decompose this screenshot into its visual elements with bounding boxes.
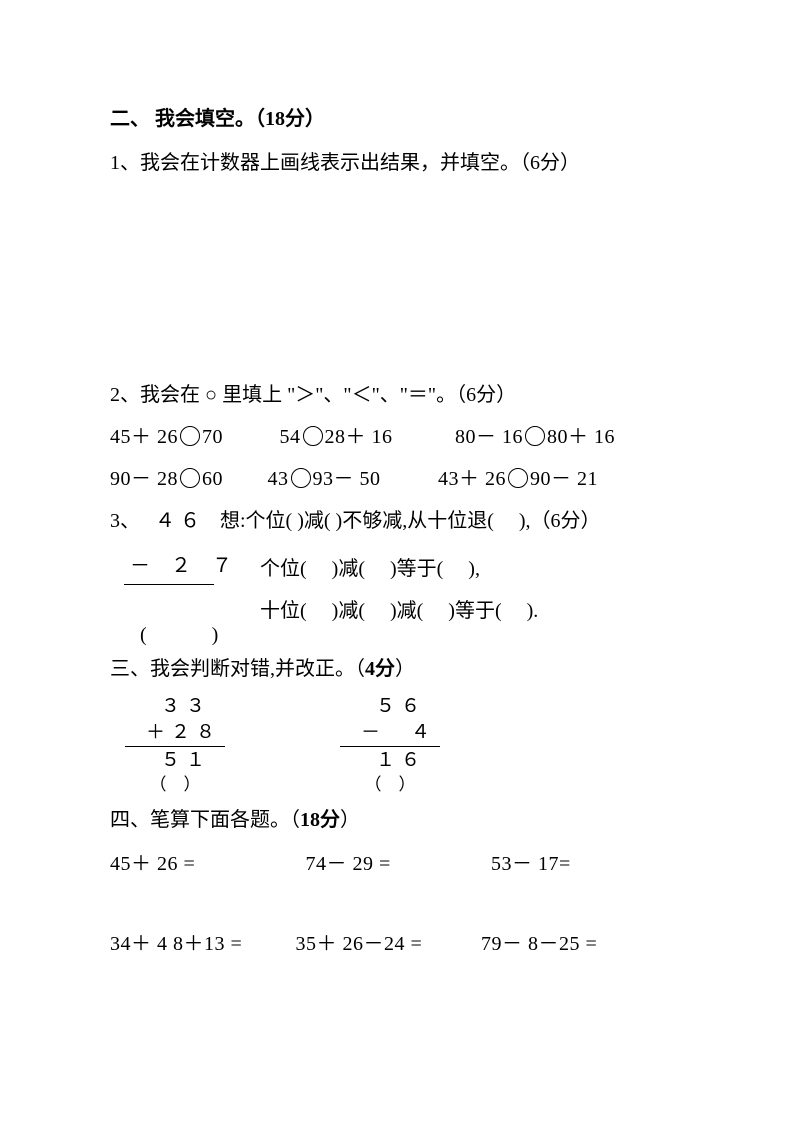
cmp-2a: 90－ 28 xyxy=(110,460,178,498)
q3-result: ( ) xyxy=(140,616,218,654)
cmp-1b: 54 xyxy=(280,418,301,456)
circle-icon xyxy=(508,468,528,488)
eq-row-2: 34＋ 4 8＋13 = 35＋ 26－24 = 79－ 8－25 = xyxy=(110,925,690,963)
q3-minus: － ２ ７ xyxy=(130,550,240,582)
c2-r2: － ４ xyxy=(340,720,440,746)
comparison-row-2: 90－ 28 60 43 93－ 50 43＋ 26 90－ 21 xyxy=(110,460,690,498)
s3-points: 4分 xyxy=(365,658,395,680)
c1-check: （ ） xyxy=(125,774,225,797)
circle-icon xyxy=(180,468,200,488)
c1-r3: ５１ xyxy=(125,748,225,774)
s4-suffix: ） xyxy=(340,809,360,831)
c2-r1: ５６ xyxy=(340,694,440,720)
c1-r2: ＋２８ xyxy=(125,720,225,746)
eq-1a: 45＋ 26 = xyxy=(110,845,300,883)
cmp-2c: 43＋ 26 xyxy=(438,460,506,498)
eq-2c: 79－ 8－25 = xyxy=(481,925,597,963)
section-2-title: 二、 我会填空。（18分） xyxy=(110,100,690,138)
cmp-2a2: 60 xyxy=(202,460,262,498)
s3-prefix: 三、我会判断对错,并改正。（ xyxy=(110,658,365,680)
circle-icon xyxy=(291,468,311,488)
cmp-1c2: 80＋ 16 xyxy=(547,418,615,456)
eq-2b: 35＋ 26－24 = xyxy=(296,925,476,963)
s4-prefix: 四、笔算下面各题。（ xyxy=(110,809,300,831)
c1-line xyxy=(125,746,225,747)
title-text: 二、 我会填空。（ xyxy=(110,108,265,130)
eq-row-1: 45＋ 26 = 74－ 29 = 53－ 17= xyxy=(110,845,690,883)
circle-icon xyxy=(180,426,200,446)
comparison-row-1: 45＋ 26 70 54 28＋ 16 80－ 16 80＋ 16 xyxy=(110,418,690,456)
circle-icon xyxy=(525,426,545,446)
c1-r1: ３３ xyxy=(125,694,225,720)
calc-blocks: ３３ ＋２８ ５１ （ ） ５６ － ４ １６ （ ） xyxy=(125,694,690,797)
q3-line1: 3、 ４ ６ 想:个位( )减( )不够减,从十位退( ),（6分） xyxy=(110,502,690,540)
cmp-1a2: 70 xyxy=(202,418,274,456)
c2-line xyxy=(340,746,440,747)
eq-2a: 34＋ 4 8＋13 = xyxy=(110,925,290,963)
blank-space xyxy=(110,186,690,376)
q2-1: 1、我会在计数器上画线表示出结果，并填空。（6分） xyxy=(110,144,690,182)
title-points: 18分 xyxy=(265,108,305,130)
cmp-2b2: 93－ 50 xyxy=(313,460,433,498)
q3-calc: － ２ ７ xyxy=(130,550,240,587)
q3-wrap: 3、 ４ ６ 想:个位( )减( )不够减,从十位退( ),（6分） － ２ ７… xyxy=(110,502,690,630)
section-4: 四、笔算下面各题。（18分） 45＋ 26 = 74－ 29 = 53－ 17=… xyxy=(110,801,690,963)
s4-points: 18分 xyxy=(300,809,340,831)
q3-hline xyxy=(124,584,214,585)
calc-block-2: ５６ － ４ １６ （ ） xyxy=(340,694,440,797)
s3-suffix: ） xyxy=(395,658,415,680)
q3-line3: 十位( )减( )减( )等于( ). xyxy=(260,592,690,630)
q3-line2: 个位( )减( )等于( ), xyxy=(260,550,690,588)
circle-icon xyxy=(303,426,323,446)
cmp-1a: 45＋ 26 xyxy=(110,418,178,456)
cmp-2b: 43 xyxy=(268,460,289,498)
cmp-2c2: 90－ 21 xyxy=(530,460,598,498)
q2-2-intro: 2、我会在 ○ 里填上 "＞"、"＜"、"＝"。（6分） xyxy=(110,376,690,414)
eq-1b: 74－ 29 = xyxy=(306,845,486,883)
section-3: 三、我会判断对错,并改正。（4分） ３３ ＋２８ ５１ （ ） ５６ － ４ １… xyxy=(110,650,690,797)
eq-1c: 53－ 17= xyxy=(491,845,571,883)
c2-check: （ ） xyxy=(340,774,440,797)
title-suffix: ） xyxy=(305,108,325,130)
section-3-title: 三、我会判断对错,并改正。（4分） xyxy=(110,650,690,688)
calc-block-1: ３３ ＋２８ ５１ （ ） xyxy=(125,694,225,797)
section-4-title: 四、笔算下面各题。（18分） xyxy=(110,801,690,839)
cmp-1c: 80－ 16 xyxy=(455,418,523,456)
c2-r3: １６ xyxy=(340,748,440,774)
cmp-1b2: 28＋ 16 xyxy=(325,418,450,456)
